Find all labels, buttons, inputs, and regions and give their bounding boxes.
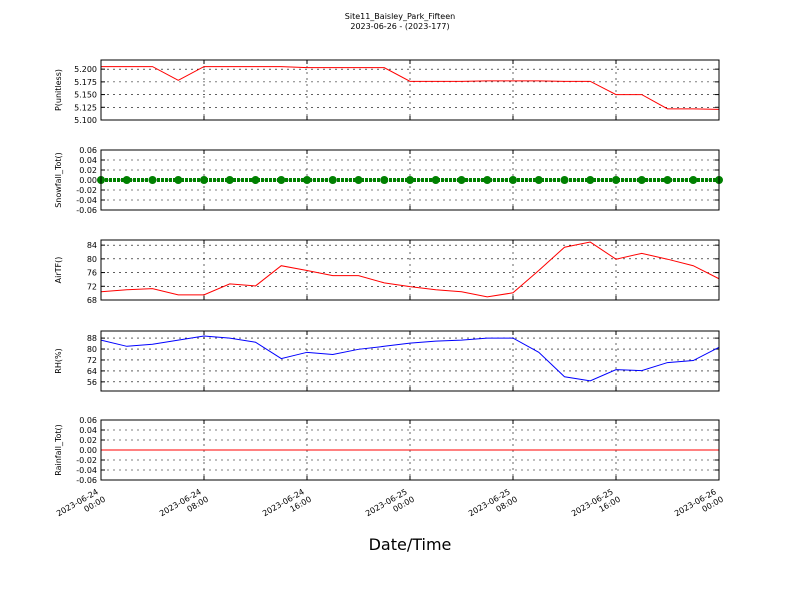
y-tick-label: 80: [87, 255, 97, 264]
y-axis-label: Rainfall_Tot(): [54, 424, 63, 476]
y-tick-label: 0.00: [79, 176, 97, 185]
y-tick-label: 0.02: [79, 436, 97, 445]
y-axis-label: Snowfall_Tot(): [54, 152, 63, 208]
y-axis-label: RH(%): [54, 348, 63, 373]
y-tick-label: 0.04: [79, 156, 97, 165]
y-tick-label: 0.00: [79, 446, 97, 455]
y-tick-label: 5.125: [74, 103, 97, 112]
y-tick-label: 72: [87, 356, 97, 365]
figure-title: Site11_Baisley_Park_Fifteen: [345, 12, 455, 21]
plot-frame: [100, 59, 720, 121]
y-tick-label: 88: [87, 334, 97, 343]
y-tick-label: 0.02: [79, 166, 97, 175]
data-line: [101, 66, 720, 110]
y-tick-label: 5.200: [74, 65, 97, 74]
y-tick-label: 56: [87, 378, 97, 387]
y-tick-label: -0.04: [76, 196, 97, 205]
y-axis-label: P(unitless): [54, 69, 63, 111]
plot-frame: [100, 330, 720, 392]
plot-frame: [100, 149, 720, 211]
y-tick-label: 76: [87, 269, 97, 278]
plot-frame: [100, 239, 720, 301]
plot-frame: [100, 419, 720, 481]
x-axis-label: Date/Time: [369, 535, 452, 554]
figure-subtitle: 2023-06-26 - (2023-177): [350, 22, 449, 31]
y-tick-label: 0.06: [79, 146, 97, 155]
y-tick-label: -0.02: [76, 456, 97, 465]
y-tick-label: 80: [87, 345, 97, 354]
y-tick-label: 64: [87, 367, 97, 376]
y-tick-label: 0.06: [79, 416, 97, 425]
y-tick-label: 72: [87, 282, 97, 291]
y-tick-label: -0.02: [76, 186, 97, 195]
y-tick-label: 68: [87, 296, 97, 305]
y-tick-label: -0.06: [76, 206, 97, 215]
y-tick-label: 5.150: [74, 91, 97, 100]
y-tick-label: -0.06: [76, 476, 97, 485]
y-axis-label: AirTF(): [54, 257, 63, 284]
y-tick-label: 5.100: [74, 116, 97, 125]
y-tick-label: 0.04: [79, 426, 97, 435]
data-line: [100, 335, 720, 382]
y-tick-label: 84: [87, 241, 97, 250]
y-tick-label: -0.04: [76, 466, 97, 475]
y-tick-label: 5.175: [74, 78, 97, 87]
data-line: [100, 241, 720, 298]
